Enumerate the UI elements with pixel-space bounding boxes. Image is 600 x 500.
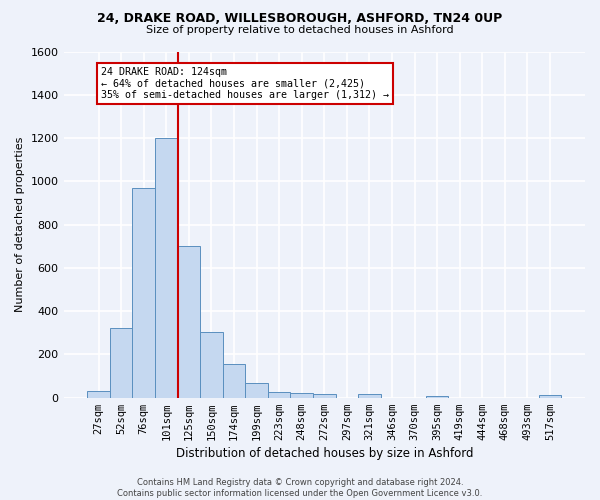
Y-axis label: Number of detached properties: Number of detached properties	[15, 137, 25, 312]
Text: Contains HM Land Registry data © Crown copyright and database right 2024.
Contai: Contains HM Land Registry data © Crown c…	[118, 478, 482, 498]
Text: Size of property relative to detached houses in Ashford: Size of property relative to detached ho…	[146, 25, 454, 35]
Bar	[87, 391, 110, 398]
Bar	[178, 246, 200, 398]
Text: 24 DRAKE ROAD: 124sqm
← 64% of detached houses are smaller (2,425)
35% of semi-d: 24 DRAKE ROAD: 124sqm ← 64% of detached …	[101, 66, 389, 100]
Bar	[268, 392, 290, 398]
Bar	[110, 328, 133, 398]
Bar	[290, 394, 313, 398]
Bar	[200, 332, 223, 398]
Bar	[245, 382, 268, 398]
Bar	[358, 394, 381, 398]
Bar	[539, 395, 561, 398]
X-axis label: Distribution of detached houses by size in Ashford: Distribution of detached houses by size …	[176, 447, 473, 460]
Bar	[223, 364, 245, 398]
Text: 24, DRAKE ROAD, WILLESBOROUGH, ASHFORD, TN24 0UP: 24, DRAKE ROAD, WILLESBOROUGH, ASHFORD, …	[97, 12, 503, 26]
Bar	[313, 394, 335, 398]
Bar	[426, 396, 448, 398]
Bar	[155, 138, 178, 398]
Bar	[133, 188, 155, 398]
